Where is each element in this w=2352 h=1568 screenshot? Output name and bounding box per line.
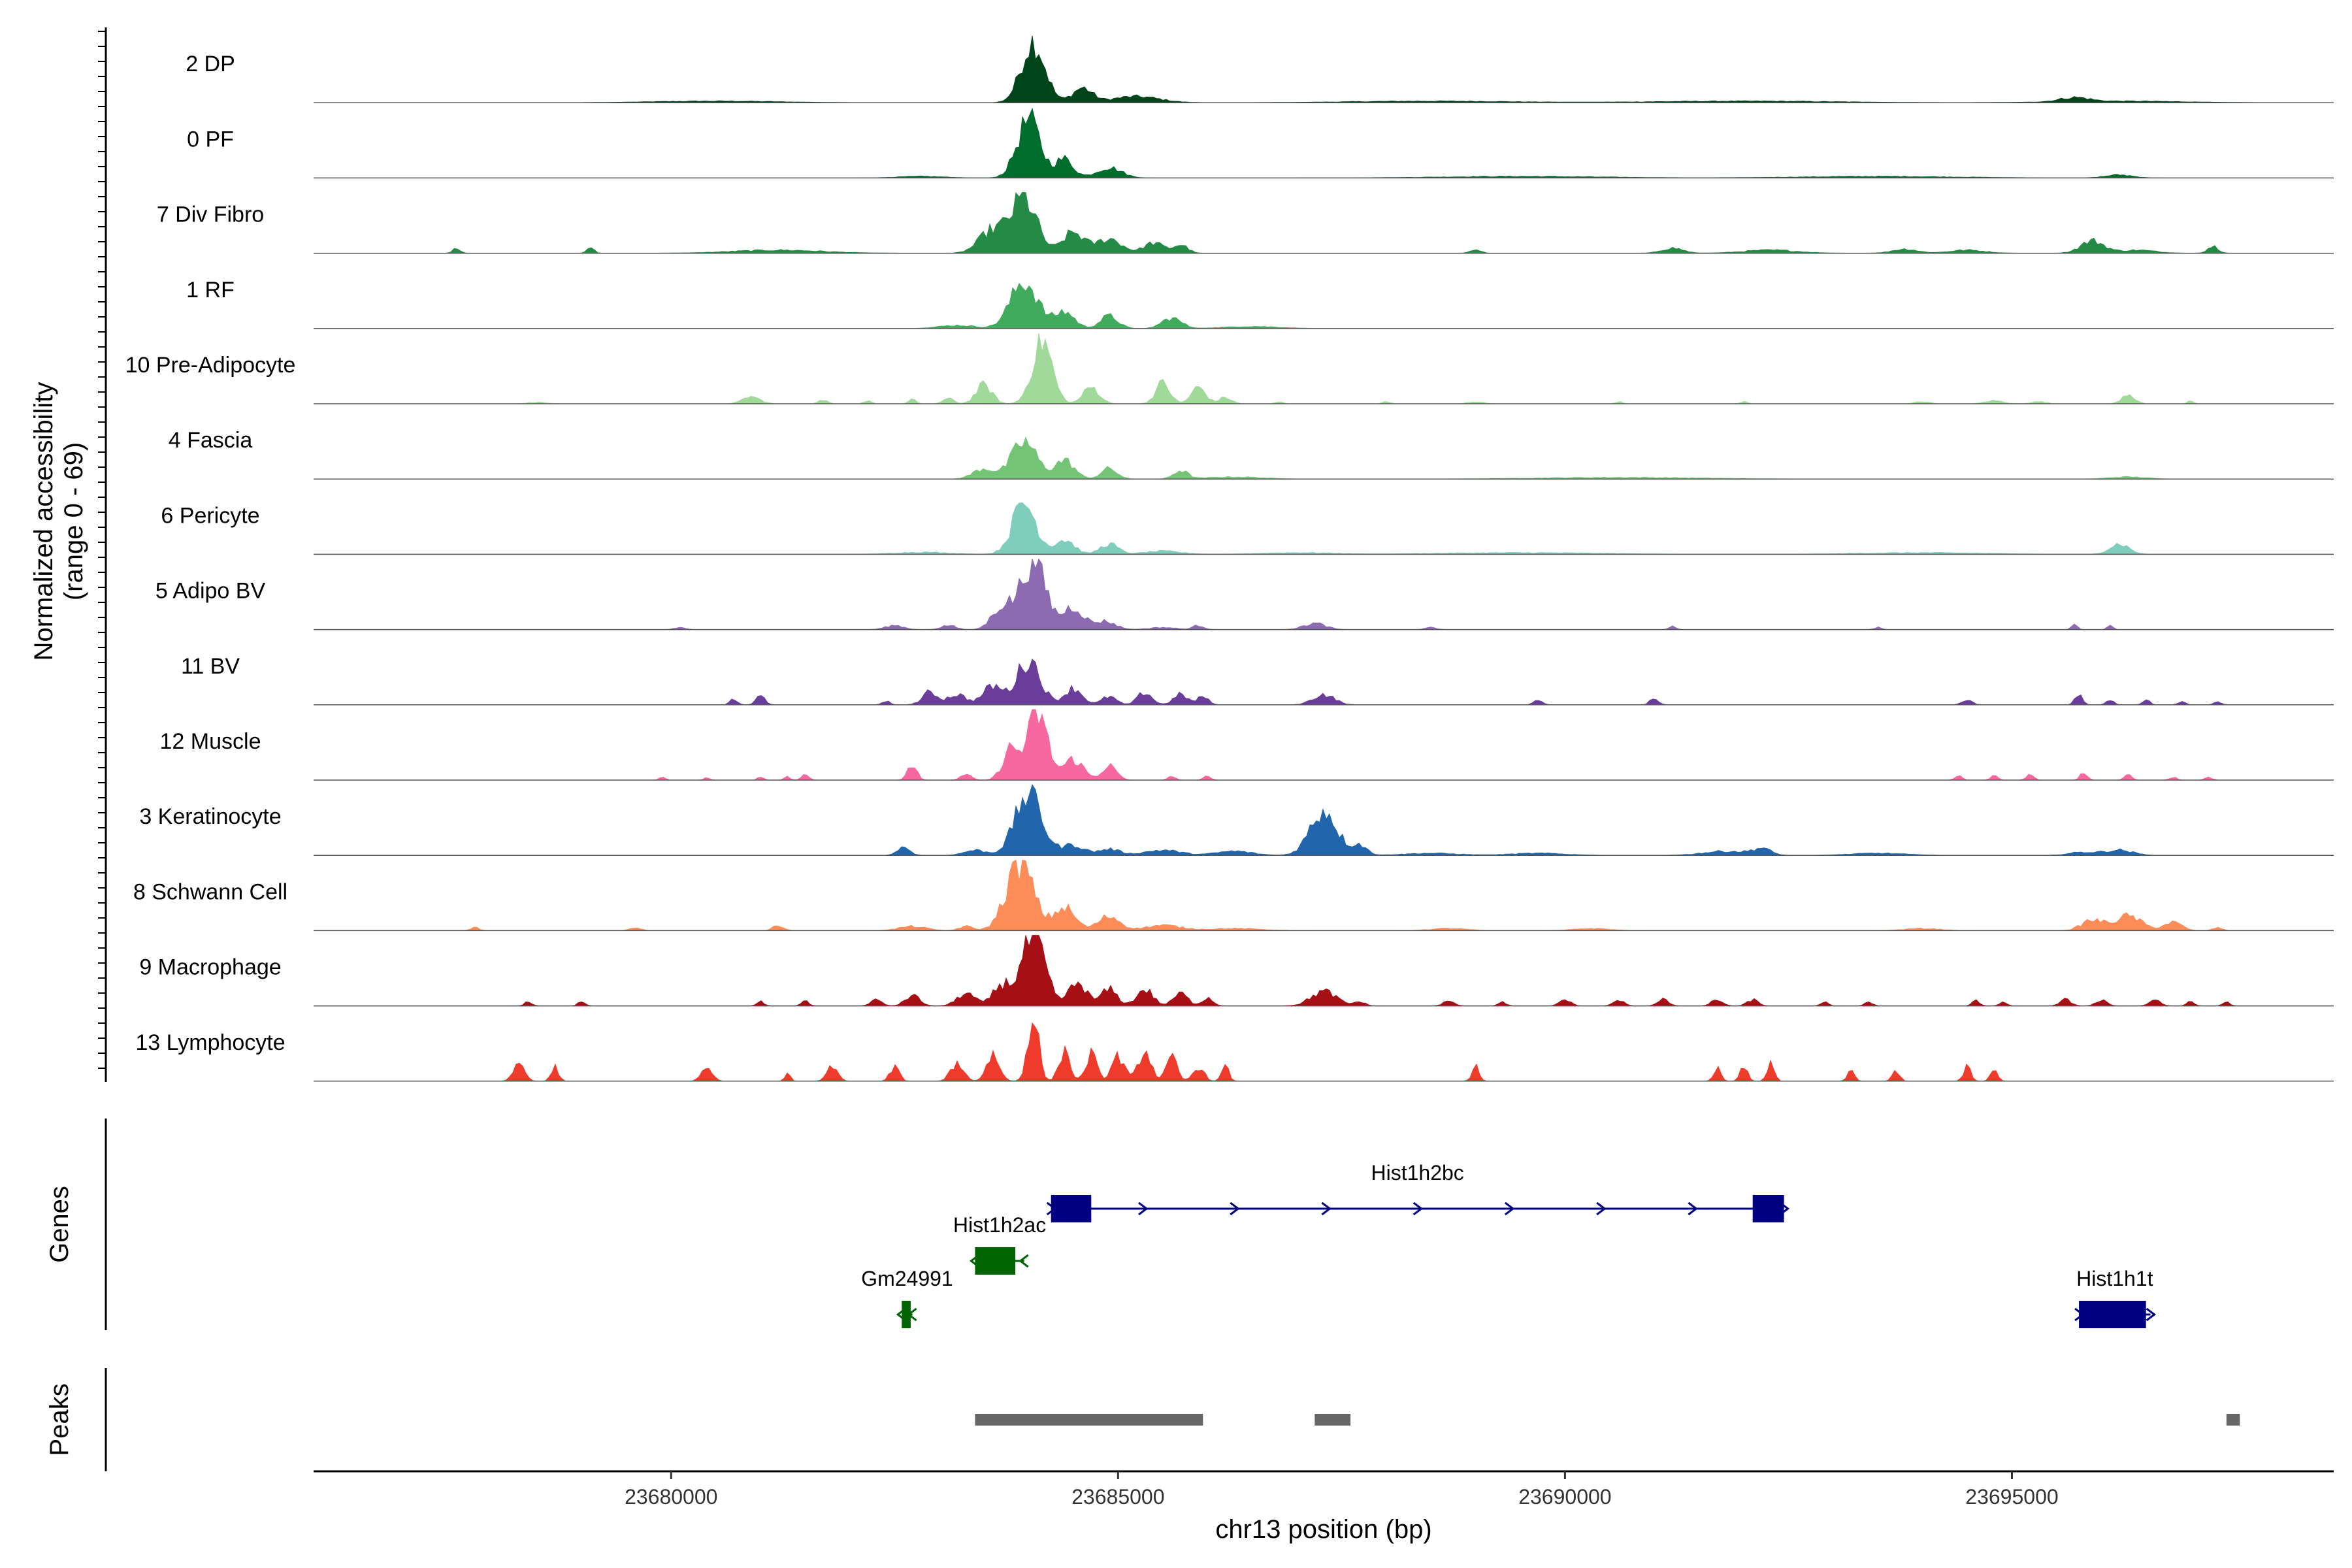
track-label: 13 Lymphocyte (135, 1030, 285, 1055)
track-label: 6 Pericyte (161, 503, 259, 528)
strand-chevron (1230, 1201, 1240, 1216)
y-axis-title-line1: Normalized accessibility (29, 382, 58, 661)
coverage-track: 7 Div Fibro (157, 191, 2334, 254)
strand-chevron (1019, 1254, 1029, 1268)
coverage-track: 2 DP (186, 35, 2334, 103)
peak-region (975, 1414, 1203, 1426)
coverage-track: 9 Macrophage (139, 935, 2334, 1007)
gene-exon (975, 1247, 1015, 1275)
track-label: 0 PF (187, 127, 234, 152)
gene-label: Gm24991 (861, 1267, 953, 1290)
gene-model: Hist1h1t (2074, 1267, 2157, 1328)
strand-chevron (1321, 1201, 1331, 1216)
coverage-track: 3 Keratinocyte (139, 784, 2334, 856)
y-axis-title-line2: (range 0 - 69) (59, 442, 88, 600)
gene-label: Hist1h1t (2076, 1267, 2153, 1290)
x-axis-ticks: 23680000 23685000 23690000 23695000 (625, 1471, 2059, 1509)
gene-label: Hist1h2ac (953, 1213, 1046, 1237)
strand-chevron (1688, 1201, 1698, 1216)
coverage-track: 11 BV (181, 654, 2334, 706)
genes-track-label: Genes (45, 1186, 74, 1263)
x-tick-label: 23690000 (1518, 1485, 1611, 1509)
coverage-track: 13 Lymphocyte (135, 1022, 2334, 1082)
coverage-track: 5 Adipo BV (155, 558, 2334, 630)
gene-exon (1051, 1195, 1092, 1222)
y-axis-title: Normalized accessibility (range 0 - 69) (29, 382, 88, 661)
strand-chevron (2146, 1307, 2157, 1322)
coverage-tracks: 2 DP 0 PF 7 Div Fibro 1 RF 10 Pre-Adipocyte 4… (125, 35, 2334, 1082)
peaks-track (975, 1414, 2240, 1426)
track-label: 3 Keratinocyte (139, 804, 281, 829)
coverage-track: 1 RF (186, 278, 2334, 329)
x-tick-label: 23685000 (1071, 1485, 1164, 1509)
track-label: 9 Macrophage (139, 955, 281, 980)
strand-chevron (1596, 1201, 1607, 1216)
x-tick-label: 23680000 (625, 1485, 717, 1509)
gene-exon (902, 1301, 911, 1328)
peak-region (2226, 1414, 2240, 1426)
gene-model: Hist1h2bc (1046, 1161, 1790, 1222)
track-label: 8 Schwann Cell (133, 879, 287, 904)
track-label: 5 Adipo BV (155, 579, 266, 604)
gene-label: Hist1h2bc (1371, 1161, 1464, 1184)
genes-track: Hist1h2bc Hist1h2ac Gm24991 Hist1h1t (861, 1161, 2157, 1328)
gene-model: Gm24991 (861, 1267, 953, 1328)
gene-exon (1752, 1195, 1784, 1222)
coverage-track: 6 Pericyte (161, 502, 2334, 555)
peaks-track-label: Peaks (45, 1383, 74, 1456)
track-label: 7 Div Fibro (157, 203, 264, 227)
track-label: 11 BV (181, 654, 240, 679)
gene-exon (2079, 1301, 2146, 1328)
track-label: 10 Pre-Adipocyte (125, 353, 296, 378)
coverage-track: 8 Schwann Cell (133, 859, 2334, 932)
gene-model: Hist1h2ac (953, 1213, 1046, 1275)
coverage-y-axis-ticks (98, 31, 106, 1069)
coverage-track: 10 Pre-Adipocyte (125, 333, 2334, 404)
coverage-track: 4 Fascia (169, 428, 2334, 480)
coverage-track: 0 PF (187, 107, 2334, 179)
strand-chevron (1413, 1201, 1424, 1216)
strand-chevron (1504, 1201, 1515, 1216)
track-label: 4 Fascia (169, 428, 253, 453)
strand-chevron (1138, 1201, 1149, 1216)
track-label: 2 DP (186, 52, 235, 76)
track-label: 12 Muscle (160, 729, 261, 754)
x-axis-title: chr13 position (bp) (1215, 1515, 1431, 1544)
peak-region (1315, 1414, 1351, 1426)
x-tick-label: 23695000 (1965, 1485, 2058, 1509)
track-label: 1 RF (186, 278, 235, 302)
coverage-track: 12 Muscle (160, 709, 2334, 781)
